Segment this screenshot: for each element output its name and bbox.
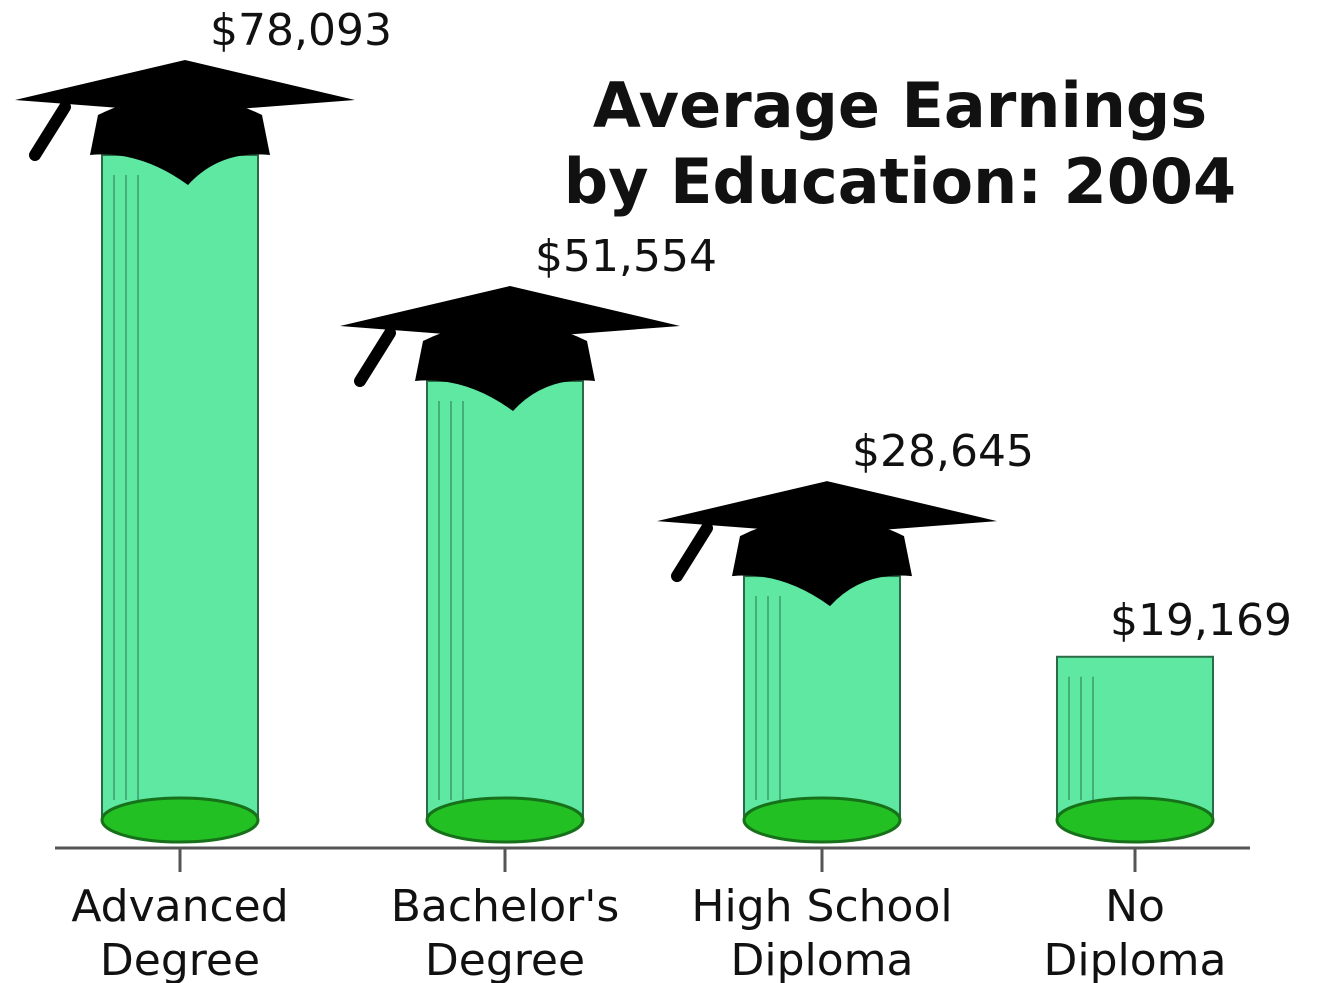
value-label: $78,093 bbox=[210, 5, 392, 56]
x-tick-label: No Diploma bbox=[1043, 881, 1227, 983]
bar bbox=[743, 575, 901, 821]
cap-dome bbox=[732, 516, 912, 607]
cap-dome bbox=[415, 320, 595, 411]
x-tick-label: Advanced Degree bbox=[71, 881, 289, 983]
cap-tassel bbox=[354, 326, 396, 387]
cap-board bbox=[340, 285, 680, 339]
bar-base bbox=[742, 796, 902, 844]
bar bbox=[101, 154, 259, 821]
chart-title: Average Earnings by Education: 2004 bbox=[563, 69, 1237, 218]
bar-base bbox=[100, 796, 260, 844]
value-label: $51,554 bbox=[535, 230, 717, 282]
cap-tassel bbox=[29, 101, 71, 161]
cap-board bbox=[657, 481, 997, 535]
x-tick-label: High School Diploma bbox=[691, 881, 953, 983]
bar bbox=[1056, 655, 1214, 821]
x-tick-label: Bachelor's Degree bbox=[390, 881, 620, 983]
cap-board bbox=[15, 60, 355, 113]
bar-base bbox=[1055, 796, 1215, 844]
cap-tassel bbox=[671, 522, 713, 583]
cap-dome bbox=[90, 95, 270, 185]
bar-base bbox=[425, 796, 585, 844]
value-label: $28,645 bbox=[852, 426, 1034, 478]
value-label: $19,169 bbox=[1110, 594, 1292, 646]
bar bbox=[426, 379, 584, 821]
